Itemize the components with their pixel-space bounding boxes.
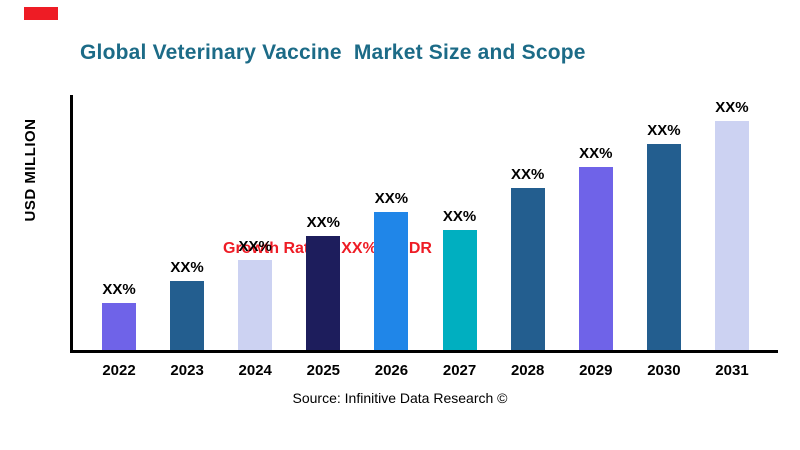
x-tick-label-2029: 2029 xyxy=(579,362,613,379)
bar-value-label: XX% xyxy=(442,208,477,225)
x-tick-label-2028: 2028 xyxy=(510,362,545,379)
plot-area: Growth Rate at XX% by IDR XX%2022XX%2023… xyxy=(70,95,778,379)
bar-2024 xyxy=(238,260,273,350)
bar-column-2024: XX% 2024 xyxy=(235,95,275,379)
bar-2026 xyxy=(374,212,409,350)
bar-column-2025: XX% 2025 xyxy=(303,95,343,379)
bar-value-label: XX% xyxy=(374,190,409,207)
bar-value-label: XX% xyxy=(238,238,272,255)
bar-2031 xyxy=(714,121,749,350)
bar-2027 xyxy=(442,230,477,350)
y-axis-label: USD MILLION xyxy=(22,118,39,222)
chart-title: Global Veterinary Vaccine Market Size an… xyxy=(80,41,586,64)
bar-value-label: XX% xyxy=(579,145,613,162)
bar-value-label: XX% xyxy=(102,281,136,298)
bar-value-label: XX% xyxy=(647,122,681,139)
bar-2029 xyxy=(578,167,613,350)
bar-column-2026: XX% 2026 xyxy=(371,95,411,379)
bars-container: XX% 2022 XX% 2023 XX% 2024 XX% 2025 XX% 2026 XX% 20… xyxy=(73,95,778,379)
x-tick-label-2024: 2024 xyxy=(238,362,272,379)
bar-column-2023: XX% 2023 xyxy=(167,95,207,379)
x-tick-label-2026: 2026 xyxy=(374,362,409,379)
bar-column-2028: XX% 2028 xyxy=(508,95,548,379)
bar-column-2027: XX% 2027 xyxy=(440,95,480,379)
bar-2022 xyxy=(102,303,136,350)
x-tick-label-2027: 2027 xyxy=(442,362,477,379)
bar-column-2030: XX% 2030 xyxy=(644,95,684,379)
bar-column-2022: XX% 2022 xyxy=(99,95,139,379)
bar-value-label: XX% xyxy=(306,214,340,231)
bar-2025 xyxy=(306,236,341,350)
bar-value-label: XX% xyxy=(510,166,545,183)
bar-column-2031: XX% 2031 xyxy=(712,95,752,379)
bar-2023 xyxy=(170,281,205,350)
x-tick-label-2022: 2022 xyxy=(102,362,136,379)
x-tick-label-2023: 2023 xyxy=(170,362,204,379)
bar-2030 xyxy=(646,144,681,350)
source-attribution: Source: Infinitive Data Research © xyxy=(292,390,508,406)
red-corner-accent xyxy=(24,7,58,20)
bar-value-label: XX% xyxy=(170,259,204,276)
bar-column-2029: XX% 2029 xyxy=(576,95,616,379)
x-tick-label-2025: 2025 xyxy=(306,362,341,379)
x-tick-label-2031: 2031 xyxy=(715,362,749,379)
x-tick-label-2030: 2030 xyxy=(647,362,681,379)
bar-value-label: XX% xyxy=(715,99,749,116)
bar-2028 xyxy=(510,188,545,350)
